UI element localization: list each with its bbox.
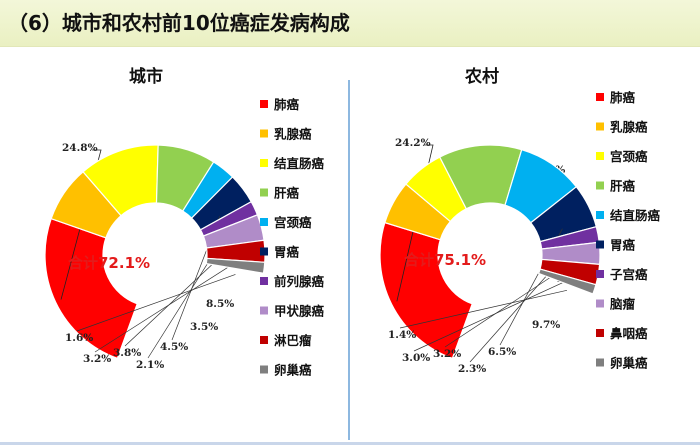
data-label: 3.2% (83, 353, 111, 365)
label-leader-line (413, 279, 570, 352)
legend-swatch (596, 122, 604, 131)
pie-slice (44, 217, 138, 360)
legend-swatch (260, 247, 268, 256)
data-label: 6.5% (488, 346, 516, 358)
data-label: 1.6% (65, 332, 93, 344)
legend-swatch (596, 152, 604, 160)
legend-swatch (596, 299, 604, 308)
data-label: 24.8% (62, 142, 98, 154)
legend-swatch (260, 129, 268, 138)
legend-entry: 肝癌 (610, 179, 636, 194)
chart-title: 城市 (129, 66, 163, 87)
legend-entry: 宫颈癌 (274, 215, 312, 230)
legend-entry: 乳腺癌 (610, 120, 648, 135)
legend-swatch (596, 240, 604, 249)
total-label: 合计72.1% (67, 254, 150, 272)
legend-swatch (260, 159, 268, 167)
legend-entry: 甲状腺癌 (274, 304, 325, 319)
legend-swatch (260, 277, 268, 285)
label-leader-line (94, 261, 237, 353)
legend-swatch (260, 100, 268, 108)
label-leader-line (60, 149, 102, 300)
header-bar: （6）城市和农村前10位癌症发病构成 (0, 0, 700, 47)
pie-slice (537, 268, 597, 295)
legend-entry: 乳腺癌 (274, 127, 312, 142)
legend-entry: 鼻咽癌 (610, 326, 648, 341)
bottom-rule (0, 442, 700, 445)
legend-entry: 胃癌 (274, 245, 300, 260)
legend-entry: 肝癌 (274, 186, 300, 201)
legend-swatch (260, 218, 268, 226)
legend-entry: 结直肠癌 (610, 208, 661, 223)
data-label: 2.3% (458, 363, 486, 375)
legend-entry: 淋巴瘤 (274, 333, 312, 348)
legend-swatch (596, 181, 604, 190)
pie-chart-1: 城市24.8%8.3%11.8%8.5%3.5%4.5%2.1%3.8%3.2%… (44, 66, 325, 378)
data-label: 8.5% (206, 298, 234, 310)
legend-entry: 卵巢癌 (274, 363, 312, 378)
label-leader-line (76, 274, 236, 332)
legend-swatch (260, 336, 268, 344)
legend-entry: 肺癌 (610, 90, 636, 105)
legend-entry: 前列腺癌 (274, 274, 325, 289)
legend-swatch (596, 211, 604, 219)
legend-entry: 肺癌 (274, 97, 300, 112)
data-label: 1.4% (388, 329, 416, 341)
legend-swatch (596, 358, 604, 367)
label-leader-line (399, 289, 568, 329)
total-label: 合计75.1% (403, 251, 486, 269)
data-label: 9.7% (532, 319, 560, 331)
data-label: 3.8% (113, 347, 141, 359)
data-label: 24.2% (395, 137, 431, 149)
pie-slice (379, 221, 473, 360)
pie-chart-2: 农村24.2%6.4%6.3%12.2%9.7%6.5%2.3%3.2%3.0%… (379, 66, 661, 375)
legend-swatch (260, 306, 268, 315)
legend-swatch (260, 365, 268, 374)
legend-swatch (596, 329, 604, 337)
chart-title: 农村 (464, 66, 499, 87)
legend-entry: 卵巢癌 (610, 356, 648, 371)
pie-slice (205, 257, 266, 274)
legend-entry: 胃癌 (610, 238, 636, 253)
data-label: 3.5% (190, 321, 218, 333)
legend-swatch (596, 270, 604, 278)
data-label: 3.2% (433, 348, 461, 360)
legend-entry: 脑瘤 (609, 297, 636, 312)
legend-entry: 宫颈癌 (610, 149, 648, 164)
legend-swatch (596, 93, 604, 101)
page-title: （6）城市和农村前10位癌症发病构成 (8, 11, 350, 35)
data-label: 4.5% (160, 341, 188, 353)
data-label: 3.0% (402, 352, 430, 364)
label-leader-line (396, 144, 434, 302)
legend-swatch (260, 188, 268, 197)
legend-entry: 子宫癌 (610, 267, 648, 282)
legend-entry: 结直肠癌 (274, 156, 325, 171)
chart-divider (348, 80, 350, 440)
data-label: 2.1% (136, 359, 164, 371)
